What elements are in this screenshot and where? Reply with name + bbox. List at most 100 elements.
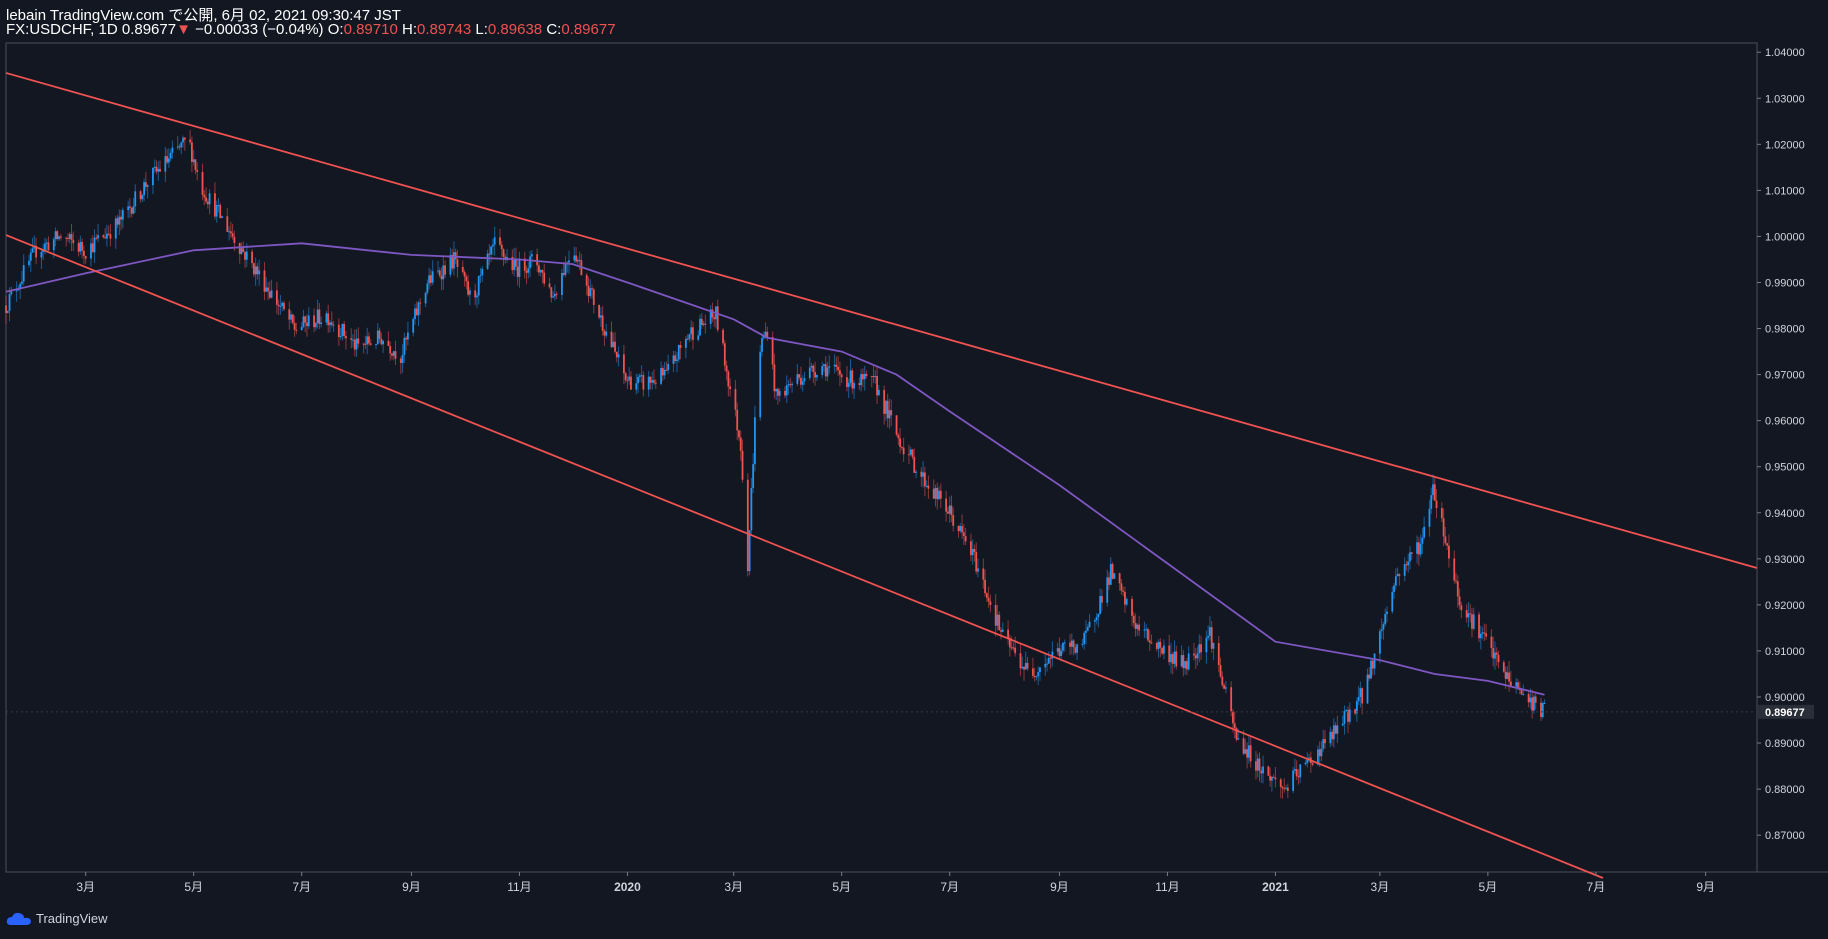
candle-body xyxy=(1416,542,1418,554)
candle-body xyxy=(1479,633,1482,639)
candle-body xyxy=(1062,642,1064,651)
candle-body xyxy=(1023,666,1025,670)
candle-body xyxy=(58,236,61,240)
candle-body xyxy=(493,237,496,245)
candle-body xyxy=(654,382,657,384)
candle-body xyxy=(1246,749,1249,758)
candle-body xyxy=(514,258,517,267)
candle-body xyxy=(948,505,951,514)
candle-body xyxy=(1212,643,1215,649)
candle-body xyxy=(1012,647,1015,649)
candle-body xyxy=(752,464,755,489)
candle-body xyxy=(1099,596,1102,614)
candle-body xyxy=(281,302,284,306)
candle-body xyxy=(1478,614,1480,639)
candle-body xyxy=(1132,615,1135,624)
candle-body xyxy=(1332,725,1335,740)
candle-body xyxy=(915,471,917,473)
candle-body xyxy=(244,251,246,260)
candle-body xyxy=(1162,645,1165,654)
candle-body xyxy=(874,375,877,377)
candle-body xyxy=(908,454,910,456)
candle-body xyxy=(690,327,693,335)
candle-body xyxy=(463,271,466,277)
candle-body xyxy=(357,338,360,344)
candle-body xyxy=(700,318,703,326)
candle-body xyxy=(791,383,793,385)
candle-body xyxy=(368,336,370,344)
x-tick-label: 3月 xyxy=(76,880,95,894)
candle-body xyxy=(352,339,354,341)
candle-body xyxy=(587,285,590,297)
candle-body xyxy=(1232,711,1234,724)
candle-body xyxy=(355,338,358,350)
candle-body xyxy=(1033,675,1036,678)
candle-body xyxy=(171,147,174,153)
candle-body xyxy=(1224,687,1227,689)
candle-body xyxy=(1138,624,1141,631)
x-tick-label: 5月 xyxy=(1479,880,1498,894)
candle-body xyxy=(341,323,344,337)
candle-body xyxy=(332,324,335,326)
candle-body xyxy=(1173,651,1176,664)
candle-body xyxy=(766,331,769,338)
candle-body xyxy=(1529,697,1532,703)
candle-body xyxy=(1304,762,1307,765)
candle-body xyxy=(1522,694,1525,696)
y-tick-label: 1.03000 xyxy=(1765,93,1805,105)
candle-body xyxy=(1453,558,1456,581)
candle-body xyxy=(964,536,967,542)
candle-body xyxy=(304,316,307,323)
candle-body xyxy=(1244,749,1247,754)
upper-trendline xyxy=(5,72,1758,569)
candle-body xyxy=(1019,653,1022,669)
candle-body xyxy=(376,330,379,345)
candle-body xyxy=(1217,643,1220,665)
candle-body xyxy=(612,341,615,348)
candle-body xyxy=(240,248,243,254)
candle-body xyxy=(885,400,887,414)
candle-body xyxy=(759,351,762,418)
candle-body xyxy=(677,345,680,360)
candle-body xyxy=(378,330,381,339)
candle-body xyxy=(1465,610,1468,618)
candle-body xyxy=(1355,701,1358,714)
candle-body xyxy=(679,345,682,348)
candle-body xyxy=(1398,574,1401,576)
candle-body xyxy=(419,302,422,304)
candle-body xyxy=(959,526,962,532)
candle-body xyxy=(468,290,471,295)
candle-body xyxy=(653,380,655,383)
candle-body xyxy=(29,252,32,261)
y-tick-label: 0.91000 xyxy=(1765,646,1805,658)
candle-body xyxy=(70,234,73,240)
close-value: 0.89677 xyxy=(561,21,616,38)
candle-body xyxy=(415,308,418,316)
candle-body xyxy=(59,236,62,238)
candle-body xyxy=(214,193,216,217)
candle-body xyxy=(527,268,530,273)
candle-body xyxy=(403,337,406,355)
candle-body xyxy=(1109,564,1112,585)
symbol-label[interactable]: FX:USDCHF, 1D xyxy=(6,21,118,38)
candle-body xyxy=(764,331,767,336)
candle-body xyxy=(1409,552,1411,562)
candle-body xyxy=(1527,694,1530,703)
down-arrow-icon: ▼ xyxy=(176,21,191,38)
candle-body xyxy=(15,290,18,292)
candle-body xyxy=(1272,776,1275,778)
candle-body xyxy=(1348,709,1351,722)
candle-body xyxy=(1533,696,1535,711)
candle-body xyxy=(1534,696,1537,703)
candle-body xyxy=(1049,657,1052,659)
candle-body xyxy=(946,511,949,514)
candle-body xyxy=(453,252,455,269)
candle-body xyxy=(481,268,484,276)
candle-body xyxy=(1517,682,1519,688)
candle-body xyxy=(1490,636,1493,649)
candle-body xyxy=(932,488,935,499)
candle-body xyxy=(1432,484,1434,496)
candle-body xyxy=(28,260,30,266)
tradingview-logo[interactable]: TradingView xyxy=(6,911,108,926)
